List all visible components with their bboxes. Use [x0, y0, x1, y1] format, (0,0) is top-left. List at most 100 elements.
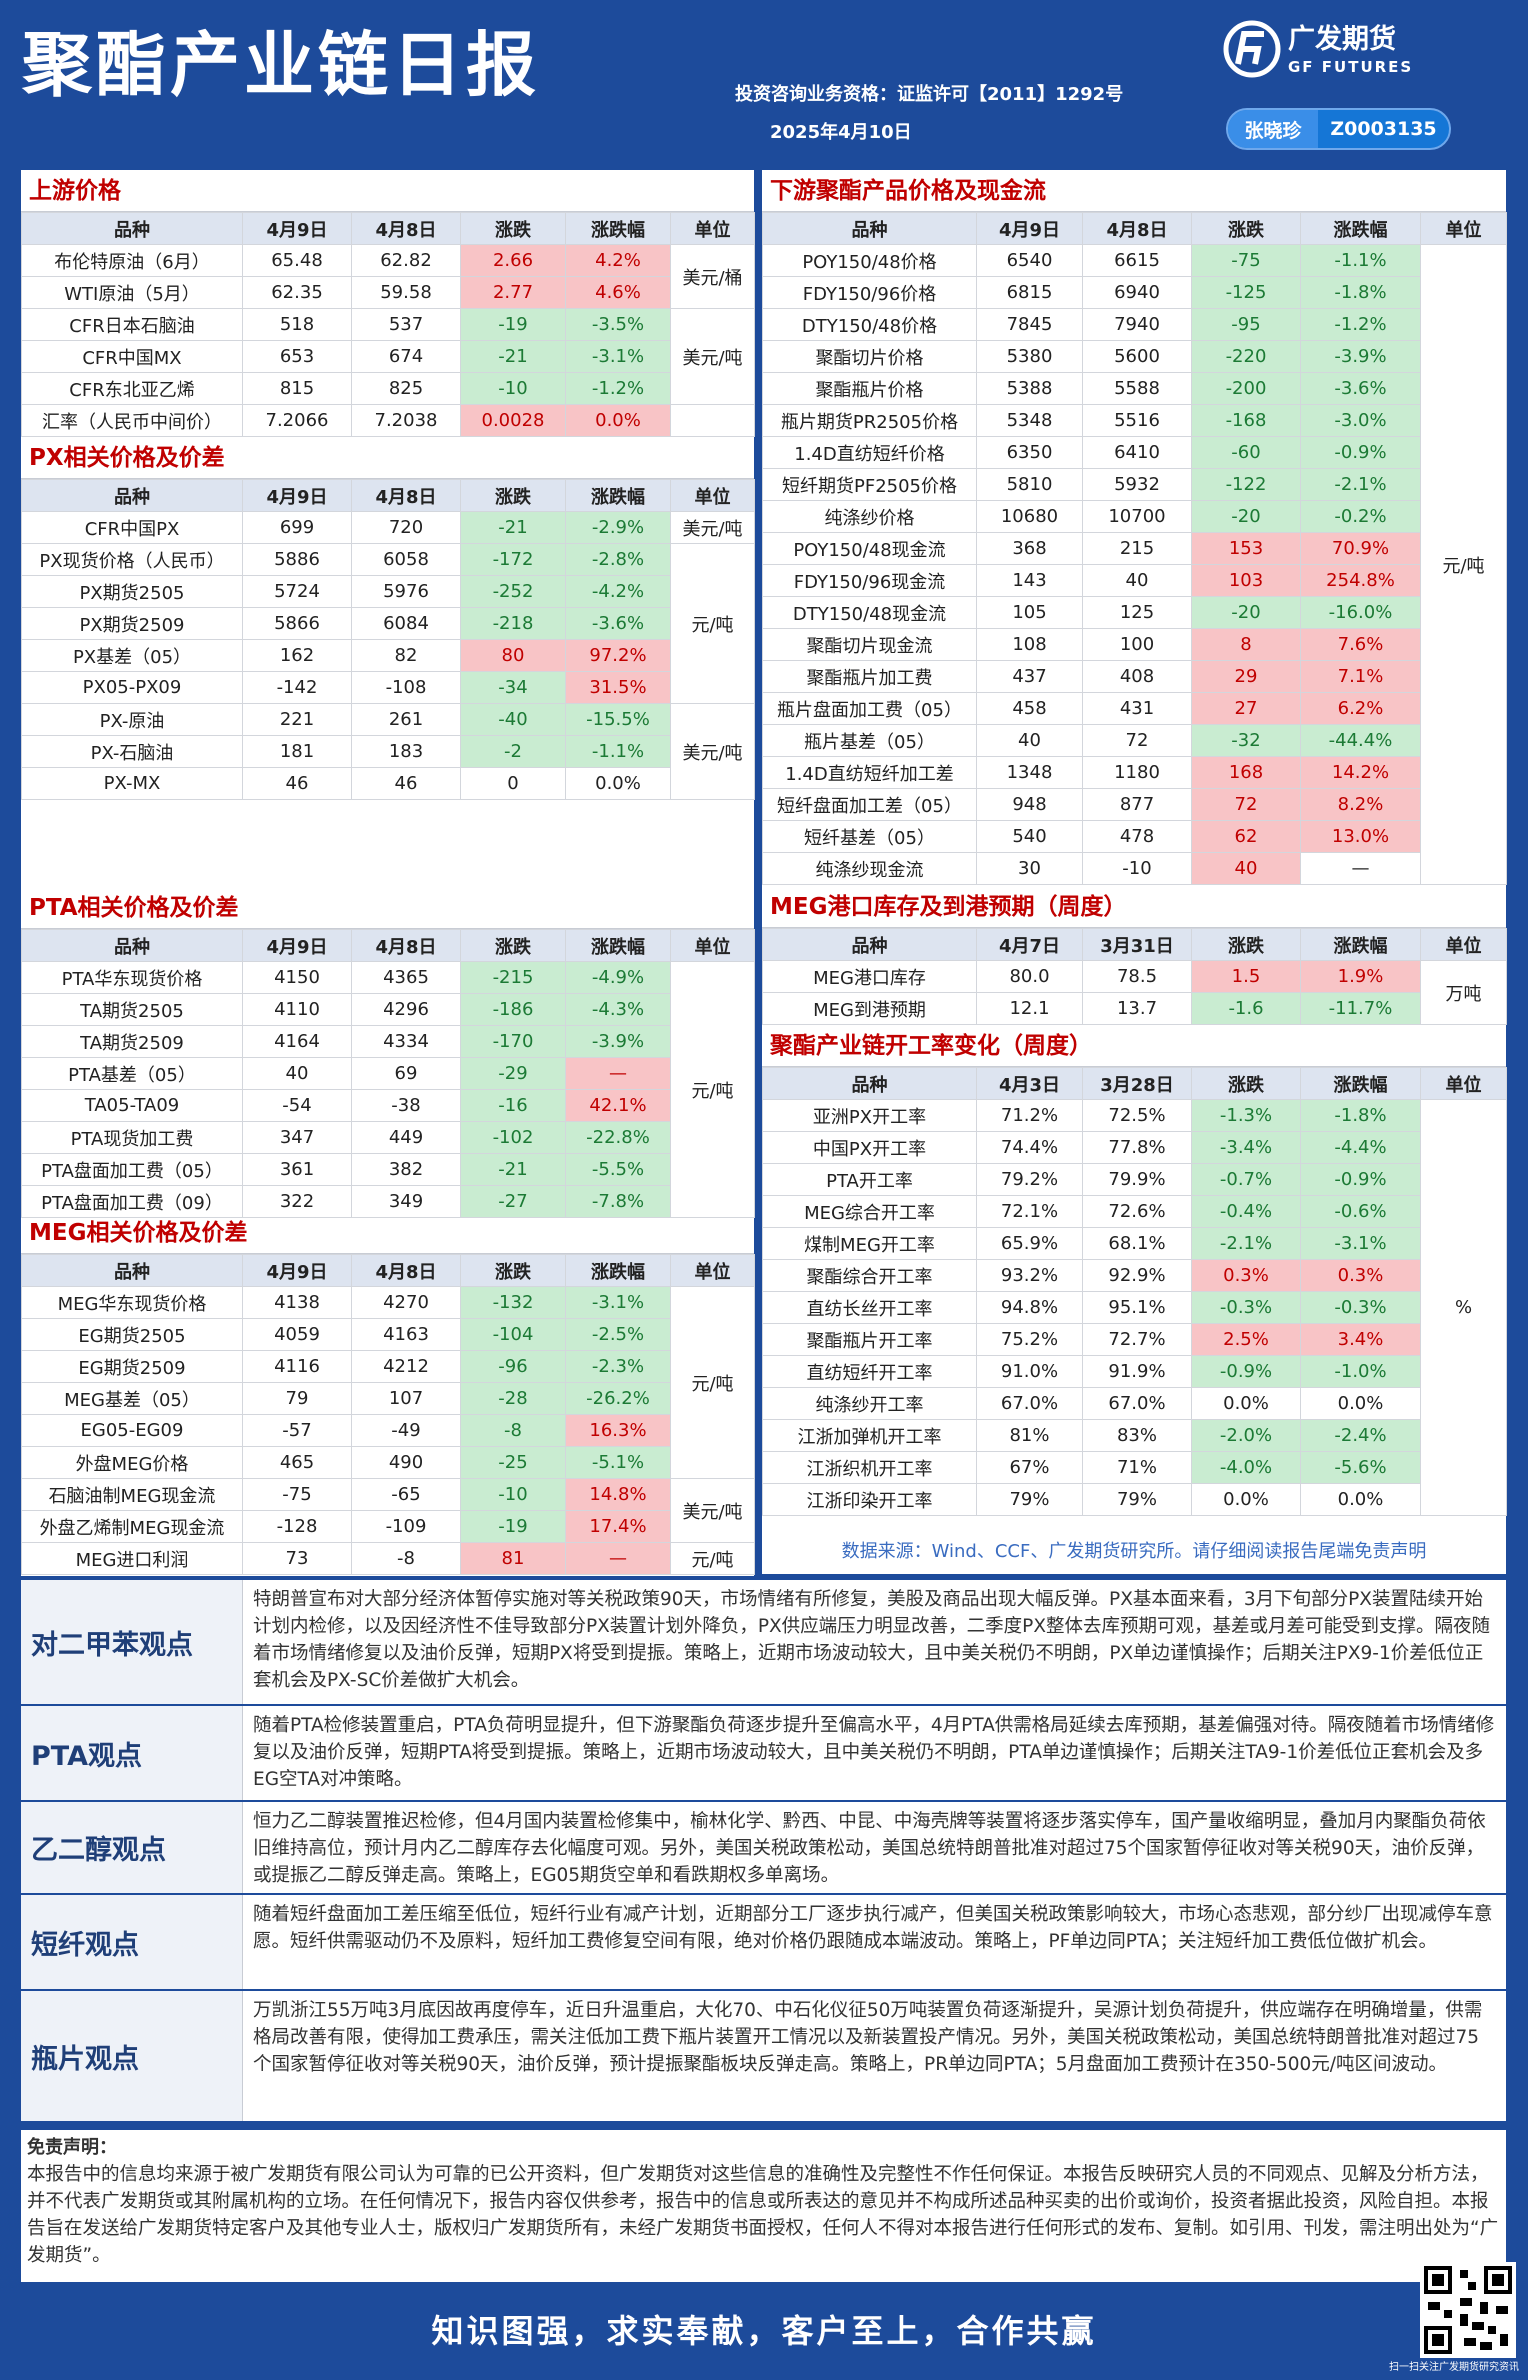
item-name: PTA盘面加工费（09）	[21, 1185, 243, 1218]
value-cell: -49	[351, 1414, 461, 1447]
header-cell: 品种	[21, 479, 243, 512]
value-cell: 75.2%	[976, 1323, 1083, 1356]
item-name: PTA现货加工费	[21, 1121, 243, 1154]
data-row: 外盘MEG价格 465 490 -25 -5.1%	[21, 1446, 755, 1479]
value-cell: -65	[351, 1478, 461, 1511]
header-cell: 4月9日	[242, 212, 352, 245]
value-cell: 82	[351, 639, 461, 672]
item-name: 江浙织机开工率	[762, 1451, 977, 1484]
value-cell: 0.0%	[1300, 1387, 1421, 1420]
report-title: 聚酯产业链日报	[22, 24, 540, 106]
header-cell: 4月9日	[242, 479, 352, 512]
data-row: PX-MX 46 46 0 0.0%	[21, 767, 755, 800]
item-name: 外盘乙烯制MEG现金流	[21, 1510, 243, 1543]
data-row: POY150/48现金流 368 215 153 70.9%	[762, 532, 1507, 565]
data-row: DTY150/48价格 7845 7940 -95 -1.2%	[762, 308, 1507, 341]
value-cell: 81	[460, 1542, 566, 1575]
item-name: 瓶片基差（05）	[762, 724, 977, 757]
value-cell: -1.1%	[1300, 244, 1421, 277]
value-cell: -21	[460, 340, 566, 373]
value-cell: 261	[351, 703, 461, 736]
unit-cell: 美元/吨	[670, 511, 755, 544]
data-row: TA期货2509 4164 4334 -170 -3.9%	[21, 1025, 755, 1058]
value-cell: 7845	[976, 308, 1083, 341]
value-cell: -3.1%	[565, 340, 671, 373]
view-text: 特朗普宣布对大部分经济体暂停实施对等关税政策90天，市场情绪有所修复，美股及商品…	[253, 1589, 1490, 1691]
value-cell: 4212	[351, 1350, 461, 1383]
value-cell: 4.2%	[565, 244, 671, 277]
value-cell: -3.4%	[1191, 1131, 1301, 1164]
value-cell: 720	[351, 511, 461, 544]
value-cell: 408	[1082, 660, 1192, 693]
value-cell: 46	[242, 767, 352, 800]
logo-en: GF FUTURES	[1288, 58, 1413, 76]
header-cell: 单位	[670, 212, 755, 245]
value-cell: 125	[1082, 596, 1192, 629]
value-cell: -75	[1191, 244, 1301, 277]
header-cell: 涨跌幅	[565, 479, 671, 512]
item-name: PX基差（05）	[21, 639, 243, 672]
item-name: PX-MX	[21, 767, 243, 800]
data-table: 品种 4月3日 3月28日 涨跌 涨跌幅 单位 亚洲PX开工率 71.2% 72.5% -1.3%…	[762, 1067, 1507, 1516]
view-label: 乙二醇观点	[21, 1802, 243, 1893]
value-cell: -38	[351, 1089, 461, 1122]
item-name: PX05-PX09	[21, 671, 243, 704]
header-cell: 4月8日	[351, 929, 461, 962]
data-row: 瓶片盘面加工费（05） 458 431 27 6.2%	[762, 692, 1507, 725]
table-section: 下游聚酯产品价格及现金流 品种 4月9日 4月8日 涨跌 涨跌幅 单位 POY150/48价格…	[762, 170, 1507, 885]
value-cell: 5348	[976, 404, 1083, 437]
item-name: 外盘MEG价格	[21, 1446, 243, 1479]
value-cell: 4059	[242, 1318, 352, 1351]
header-row: 品种 4月7日 3月31日 涨跌 涨跌幅 单位	[762, 928, 1507, 961]
header-cell: 4月8日	[351, 212, 461, 245]
value-cell: 4138	[242, 1286, 352, 1319]
value-cell: 5600	[1082, 340, 1192, 373]
item-name: 短纤盘面加工差（05）	[762, 788, 977, 821]
view-text: 恒力乙二醇装置推迟检修，但4月国内装置检修集中，榆林化学、黔西、中昆、中海壳牌等…	[253, 1811, 1486, 1886]
header-cell: 涨跌幅	[1300, 212, 1421, 245]
unit-cell: 美元/桶	[670, 244, 755, 309]
value-cell: -3.1%	[565, 1286, 671, 1319]
value-cell: 143	[976, 564, 1083, 597]
left-panel: 上游价格 品种 4月9日 4月8日 涨跌 涨跌幅 单位 布伦特原油（6月） 65.48 62.82…	[21, 170, 755, 1576]
value-cell: 3.4%	[1300, 1323, 1421, 1356]
header-cell: 单位	[670, 479, 755, 512]
value-cell: 46	[351, 767, 461, 800]
value-cell: 4163	[351, 1318, 461, 1351]
value-cell: 254.8%	[1300, 564, 1421, 597]
value-cell: -102	[460, 1121, 566, 1154]
value-cell: -125	[1191, 276, 1301, 309]
item-name: PTA盘面加工费（05）	[21, 1153, 243, 1186]
value-cell: 4365	[351, 961, 461, 994]
data-row: 中国PX开工率 74.4% 77.8% -3.4% -4.4%	[762, 1131, 1507, 1164]
value-cell: 68.1%	[1082, 1227, 1192, 1260]
value-cell: -3.0%	[1300, 404, 1421, 437]
item-name: 亚洲PX开工率	[762, 1099, 977, 1132]
value-cell: 77.8%	[1082, 1131, 1192, 1164]
author-id: Z0003135	[1330, 118, 1437, 140]
view-label: PTA观点	[21, 1706, 243, 1800]
item-name: PX期货2505	[21, 575, 243, 608]
header-row: 品种 4月3日 3月28日 涨跌 涨跌幅 单位	[762, 1067, 1507, 1100]
value-cell: -2	[460, 735, 566, 768]
value-cell: 490	[351, 1446, 461, 1479]
data-row: PTA开工率 79.2% 79.9% -0.7% -0.9%	[762, 1163, 1507, 1196]
header-cell: 单位	[1420, 1067, 1507, 1100]
data-row: 1.4D直纺短纤价格 6350 6410 -60 -0.9%	[762, 436, 1507, 469]
data-row: 聚酯切片现金流 108 100 8 7.6%	[762, 628, 1507, 661]
value-cell: -40	[460, 703, 566, 736]
value-cell: 72	[1191, 788, 1301, 821]
data-row: CFR中国MX 653 674 -21 -3.1%	[21, 340, 755, 373]
value-cell: 4110	[242, 993, 352, 1026]
data-row: EG期货2509 4116 4212 -96 -2.3%	[21, 1350, 755, 1383]
value-cell: -186	[460, 993, 566, 1026]
value-cell: 8.2%	[1300, 788, 1421, 821]
value-cell: 5976	[351, 575, 461, 608]
view-row: 瓶片观点 万凯浙江55万吨3月底因故再度停车，近日升温重启，大化70、中石化仪征5…	[21, 1991, 1506, 2123]
header-cell: 涨跌	[1191, 212, 1301, 245]
value-cell: -21	[460, 511, 566, 544]
data-row: 外盘乙烯制MEG现金流 -128 -109 -19 17.4%	[21, 1510, 755, 1543]
header-cell: 涨跌幅	[1300, 928, 1421, 961]
value-cell: 5866	[242, 607, 352, 640]
value-cell: 465	[242, 1446, 352, 1479]
